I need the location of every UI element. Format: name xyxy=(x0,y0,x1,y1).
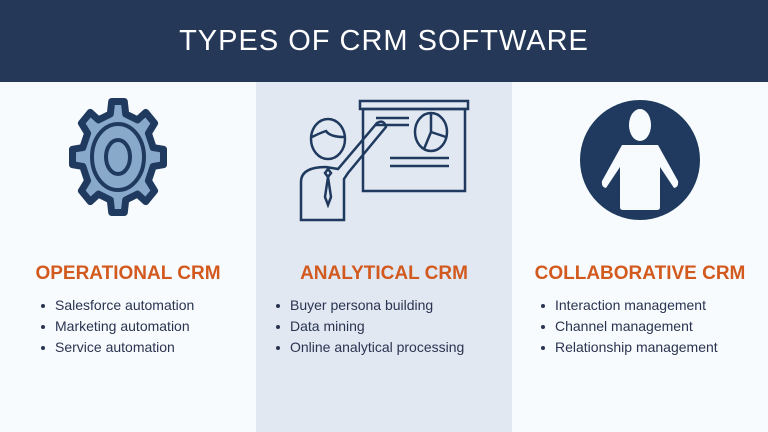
presenter-icon xyxy=(299,99,470,222)
column-title: OPERATIONAL CRM xyxy=(35,263,221,284)
list-item: Interaction management xyxy=(539,295,718,316)
gear-icon xyxy=(69,98,167,216)
list-item: Salesforce automation xyxy=(39,295,194,316)
list-item: Relationship management xyxy=(539,337,718,358)
list-item: Buyer persona building xyxy=(274,295,464,316)
list-item: Marketing automation xyxy=(39,316,194,337)
list-item: Data mining xyxy=(274,316,464,337)
list-item: Channel management xyxy=(539,316,718,337)
feature-list: Buyer persona building Data mining Onlin… xyxy=(274,295,464,358)
column-analytical: ANALYTICAL CRM Buyer persona building Da… xyxy=(256,82,512,432)
column-title: COLLABORATIVE CRM xyxy=(534,263,746,284)
column-title: ANALYTICAL CRM xyxy=(300,263,468,284)
page-title: TYPES OF CRM SOFTWARE xyxy=(179,24,589,57)
list-item: Service automation xyxy=(39,337,194,358)
person-icon xyxy=(580,100,700,220)
page-header: TYPES OF CRM SOFTWARE xyxy=(0,0,768,82)
feature-list: Interaction management Channel managemen… xyxy=(539,295,718,358)
column-operational: OPERATIONAL CRM Salesforce automation Ma… xyxy=(0,82,256,432)
column-collaborative: COLLABORATIVE CRM Interaction management… xyxy=(512,82,768,432)
list-item: Online analytical processing xyxy=(274,337,464,358)
feature-list: Salesforce automation Marketing automati… xyxy=(39,295,194,358)
